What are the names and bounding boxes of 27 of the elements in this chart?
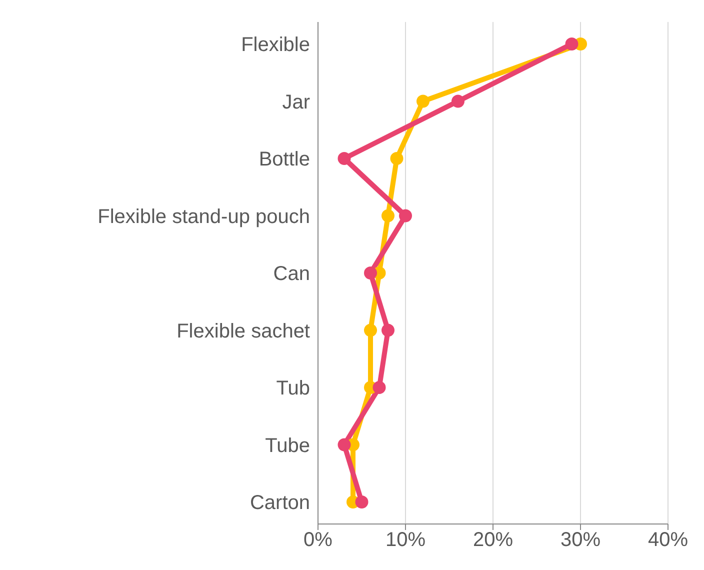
y-tick-label: Can xyxy=(273,263,310,286)
y-tick-label: Tub xyxy=(276,378,310,400)
y-tick-label: Carton xyxy=(250,492,310,514)
y-tick-label: Flexible sachet xyxy=(176,320,310,342)
point xyxy=(452,94,464,108)
point xyxy=(355,496,368,508)
point xyxy=(382,324,394,337)
y-tick-label: Flexible stand-up pouch xyxy=(98,206,310,228)
x-tick-label: 10% xyxy=(385,529,426,552)
point xyxy=(338,152,351,165)
point xyxy=(382,209,394,222)
point xyxy=(364,266,377,280)
y-tick-label: Bottle xyxy=(258,148,310,171)
x-tick-label: 30% xyxy=(560,529,601,552)
x-tick-label: 20% xyxy=(472,529,514,552)
point xyxy=(372,381,386,394)
point xyxy=(364,324,377,337)
point xyxy=(399,209,412,222)
x-tick-label: 0% xyxy=(304,529,333,552)
x-tick-label: 40% xyxy=(648,529,688,552)
y-tick-label: Flexible xyxy=(241,34,310,56)
point xyxy=(416,94,430,108)
y-tick-label: Jar xyxy=(282,91,310,114)
y-tick-label: Tube xyxy=(265,434,310,457)
point xyxy=(338,438,351,452)
point xyxy=(390,152,404,165)
point xyxy=(565,38,578,50)
